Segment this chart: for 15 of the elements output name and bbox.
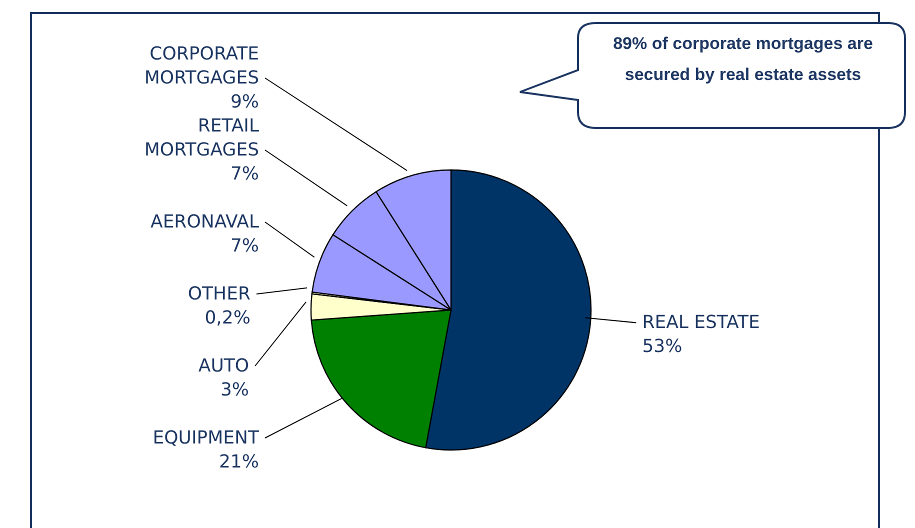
slice-label: OTHER [188,284,250,304]
slice-label: CORPORATE MORTGAGES [144,44,259,88]
slice-label: EQUIPMENT [152,428,260,448]
data-label: 3% [220,380,250,400]
data-label: 0,2% [204,308,250,328]
data-label: 7% [230,236,259,256]
slice-label: REAL ESTATE [642,312,760,334]
data-label: 7% [230,164,259,184]
text: 89% of corporate mortgages are secured by real estate assets [612,33,874,86]
data-label: 53% [642,336,682,358]
data-label: 21% [218,452,259,472]
slice-label: AERONAVAL [150,212,259,232]
slice-label: AUTO [198,356,250,376]
data-label: 9% [230,92,259,112]
slice-label: RETAIL MORTGAGES [144,116,259,160]
